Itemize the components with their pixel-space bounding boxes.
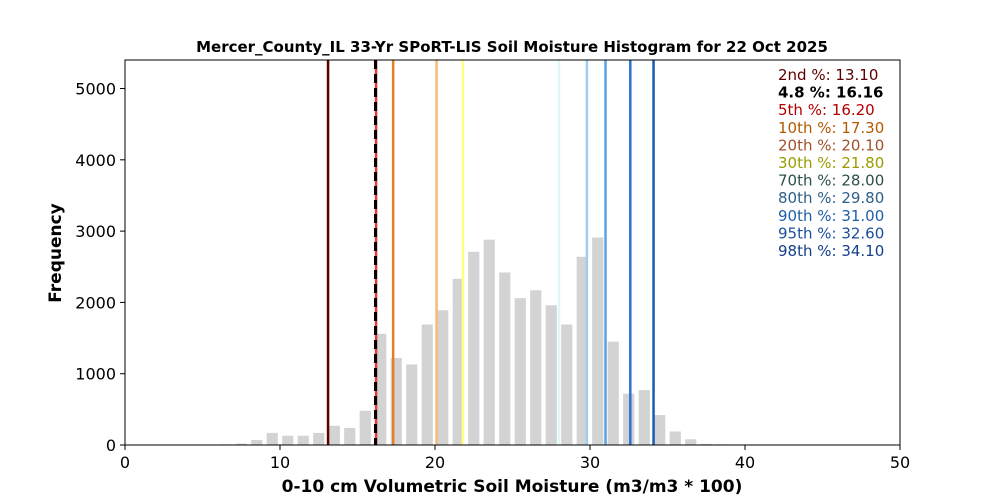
histogram-bar-32 bbox=[700, 443, 712, 445]
y-tick-label-4: 4000 bbox=[75, 151, 116, 170]
histogram-bar-19 bbox=[499, 272, 511, 445]
chart-title: Mercer_County_IL 33-Yr SPoRT-LIS Soil Mo… bbox=[196, 38, 828, 56]
histogram-bar-6 bbox=[297, 435, 309, 445]
histogram-bar-3 bbox=[251, 440, 263, 445]
histogram-bar-12 bbox=[390, 358, 402, 445]
legend-entry-10: 98th %: 34.10 bbox=[778, 242, 884, 260]
x-tick-label-0: 0 bbox=[120, 453, 130, 472]
histogram-bar-25 bbox=[592, 237, 604, 445]
histogram-bar-13 bbox=[406, 364, 418, 445]
histogram-bar-24 bbox=[576, 256, 588, 445]
histogram-bar-27 bbox=[623, 393, 635, 445]
histogram-bar-11 bbox=[375, 333, 387, 445]
x-tick-label-2: 20 bbox=[425, 453, 445, 472]
histogram-bar-30 bbox=[669, 431, 681, 445]
y-axis: 0 1000 2000 3000 4000 5000 bbox=[75, 80, 125, 455]
y-tick-label-2: 2000 bbox=[75, 293, 116, 312]
plot-frame bbox=[124, 59, 901, 446]
histogram-bar-20 bbox=[514, 298, 526, 445]
x-axis-title: 0-10 cm Volumetric Soil Moisture (m3/m3 … bbox=[282, 477, 743, 497]
percentile-lines-layer bbox=[326, 60, 655, 445]
x-tick-label-3: 30 bbox=[580, 453, 600, 472]
legend-entry-8: 90th %: 31.00 bbox=[778, 207, 884, 225]
histogram-bar-26 bbox=[607, 341, 619, 445]
legend-entry-5: 30th %: 21.80 bbox=[778, 154, 884, 172]
histogram-bar-4 bbox=[266, 432, 278, 445]
legend-entry-7: 80th %: 29.80 bbox=[778, 189, 884, 207]
histogram-bar-28 bbox=[638, 390, 650, 445]
histogram-bar-9 bbox=[344, 427, 356, 445]
legend-entry-2: 5th %: 16.20 bbox=[778, 101, 875, 119]
histogram-bar-29 bbox=[654, 415, 666, 445]
histogram-bar-18 bbox=[483, 239, 495, 445]
legend-entry-4: 20th %: 20.10 bbox=[778, 136, 884, 154]
y-tick-label-1: 1000 bbox=[75, 365, 116, 384]
histogram-bar-14 bbox=[421, 324, 433, 445]
legend-entry-1: 4.8 %: 16.16 bbox=[778, 84, 884, 102]
histogram-bar-7 bbox=[313, 432, 325, 445]
bars-layer bbox=[204, 237, 743, 445]
histogram-bar-23 bbox=[561, 324, 573, 445]
legend-entry-0: 2nd %: 13.10 bbox=[778, 66, 878, 84]
y-tick-label-5: 5000 bbox=[75, 80, 116, 99]
legend-entry-6: 70th %: 28.00 bbox=[778, 172, 884, 190]
x-axis: 0 10 20 30 40 50 bbox=[120, 445, 910, 472]
histogram-bar-22 bbox=[545, 305, 557, 445]
y-tick-label-3: 3000 bbox=[75, 222, 116, 241]
histogram-bar-17 bbox=[468, 251, 480, 445]
histogram-bar-8 bbox=[328, 425, 340, 445]
histogram-bar-15 bbox=[437, 310, 449, 445]
histogram-bar-21 bbox=[530, 290, 542, 445]
histogram-bar-2 bbox=[235, 443, 247, 445]
legend-entry-3: 10th %: 17.30 bbox=[778, 119, 884, 137]
histogram-bar-16 bbox=[452, 278, 464, 445]
y-tick-label-0: 0 bbox=[106, 436, 116, 455]
y-axis-title: Frequency bbox=[46, 203, 66, 303]
legend-entry-9: 95th %: 32.60 bbox=[778, 224, 884, 242]
histogram-bar-31 bbox=[685, 439, 697, 445]
histogram-bar-10 bbox=[359, 410, 371, 445]
x-tick-label-5: 50 bbox=[890, 453, 910, 472]
x-tick-label-4: 40 bbox=[735, 453, 755, 472]
x-tick-label-1: 10 bbox=[270, 453, 290, 472]
histogram-bar-5 bbox=[282, 435, 294, 445]
